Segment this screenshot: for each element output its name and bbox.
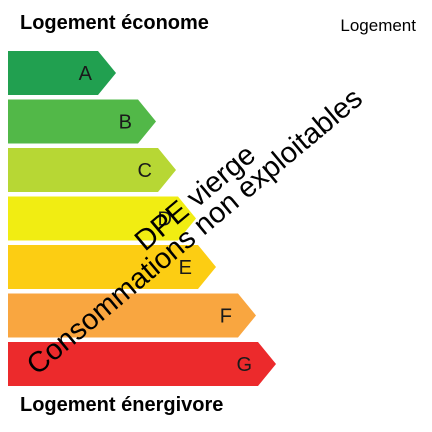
class-arrow-f: F — [8, 293, 256, 338]
class-arrow-b: B — [8, 99, 156, 144]
class-letter-c: C — [138, 160, 152, 182]
class-arrows: A B C D E F G — [8, 51, 276, 386]
class-arrow-e: E — [8, 245, 216, 289]
class-arrow-g: G — [8, 342, 276, 386]
class-bar-d — [8, 196, 196, 241]
class-letter-d: D — [158, 209, 172, 231]
class-arrow-d: D — [8, 196, 196, 241]
class-bar-b — [8, 99, 156, 144]
class-bar-f — [8, 293, 256, 338]
class-bar-g — [8, 342, 276, 386]
class-bar-e — [8, 245, 216, 289]
class-arrow-c: C — [8, 148, 176, 192]
heading-efficient: Logement économe — [20, 12, 209, 34]
class-arrow-a: A — [8, 51, 116, 95]
heading-building-type: Logement — [340, 16, 416, 35]
class-letter-b: B — [119, 112, 132, 134]
class-letter-a: A — [79, 63, 93, 85]
class-bar-a — [8, 51, 116, 95]
class-letter-e: E — [179, 257, 192, 279]
class-letter-f: F — [220, 306, 232, 328]
class-letter-g: G — [236, 354, 252, 376]
class-bar-c — [8, 148, 176, 192]
heading-energy-intensive: Logement énergivore — [20, 394, 224, 416]
